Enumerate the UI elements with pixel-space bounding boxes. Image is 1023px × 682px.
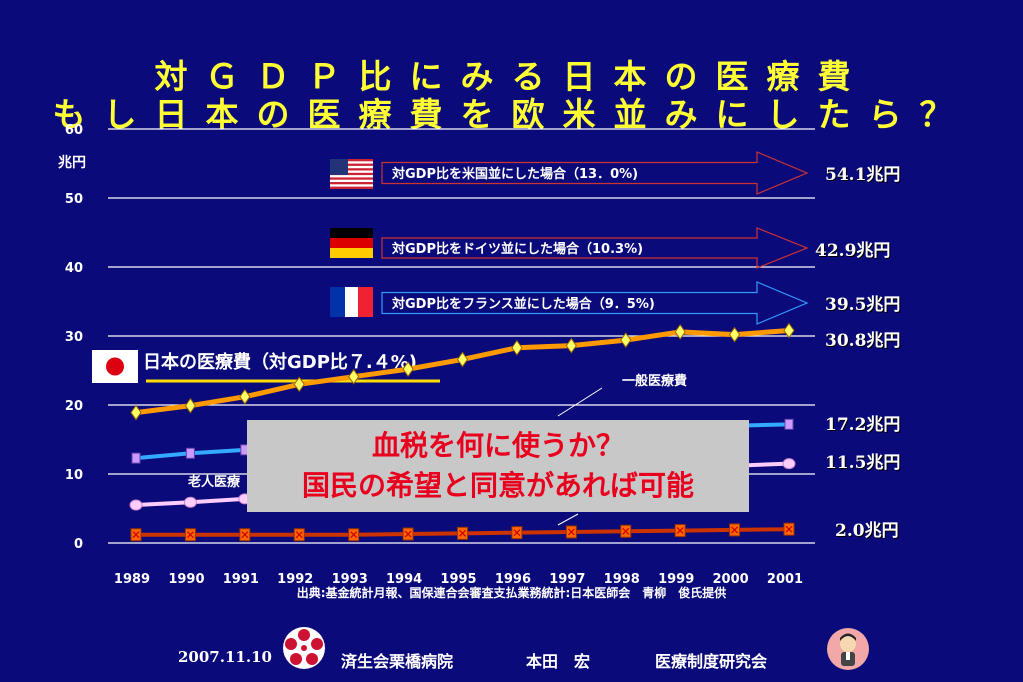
data-point-cross (132, 531, 140, 539)
data-point-cross (567, 528, 575, 536)
callout-line1: 血税を何に使うか？ (371, 429, 624, 462)
x-tick-label: 1993 (332, 572, 368, 587)
data-point (784, 418, 794, 430)
author-avatar (826, 627, 870, 671)
y-tick-label: 10 (65, 468, 83, 483)
data-point-cross (622, 527, 630, 535)
chart-title-line1: 対ＧＤＰ比にみる日本の医療費 (154, 57, 869, 96)
data-point (728, 326, 741, 343)
scenario-label: 対GDP比をフランス並にした場合（9．5%) (391, 296, 655, 312)
callout-line2: 国民の希望と同意があれば可能 (301, 469, 694, 502)
data-point (402, 361, 414, 377)
germany-flag-icon (330, 228, 373, 258)
x-tick-label: 1992 (277, 572, 313, 587)
data-point (456, 351, 469, 368)
data-point-cross (513, 529, 521, 537)
data-point-cross (295, 531, 303, 539)
x-tick-label: 2001 (767, 572, 803, 587)
scenario-france-value: 39.5兆円 (825, 295, 901, 315)
source-note: 出典:基金統計月報、国保連合会審査支払業務統計:日本医師会 青柳 俊氏提供 (296, 586, 727, 600)
data-point-cross (459, 529, 466, 537)
x-tick-label: 2000 (712, 572, 748, 587)
general-series-label: 一般医療費 (622, 373, 687, 389)
data-point (782, 458, 796, 470)
y-tick-label: 50 (65, 192, 83, 207)
footer-org: 医療制度研究会 (655, 652, 768, 671)
x-tick-label: 1997 (549, 572, 585, 587)
scenario-arrow (381, 227, 809, 269)
scenario-us-value: 54.1兆円 (825, 165, 901, 185)
leader-line (557, 513, 579, 526)
japan-flag-icon (92, 350, 138, 383)
x-tick-label: 1991 (223, 572, 259, 587)
data-point (185, 447, 195, 459)
callout-box: 血税を何に使うか？ 国民の希望と同意があれば可能 (247, 420, 749, 512)
footer-date: 2007.11.10 (178, 648, 272, 666)
x-tick-label: 1996 (495, 572, 531, 587)
scenario-arrow (381, 151, 809, 195)
end-label-bottom: 2.0兆円 (835, 521, 899, 541)
end-label-general: 17.2兆円 (825, 415, 901, 435)
y-tick-label: 60 (65, 123, 83, 138)
data-point (130, 404, 142, 421)
data-point (565, 337, 577, 354)
france-flag-icon (330, 287, 373, 317)
scenario-germany-value: 42.9兆円 (815, 241, 891, 261)
y-tick-label: 30 (65, 330, 83, 345)
footer-hospital: 済生会栗橋病院 (341, 652, 454, 671)
data-point-cross (731, 526, 739, 534)
data-point (183, 496, 197, 508)
data-point (129, 499, 143, 511)
data-point (620, 332, 632, 349)
data-point (348, 368, 360, 385)
japan-series-label: 日本の医療費（対GDP比７.４%) (143, 351, 417, 373)
data-point (783, 322, 795, 339)
data-point-cross (350, 531, 358, 539)
x-tick-label: 1999 (658, 572, 694, 587)
data-point (293, 376, 305, 393)
y-axis-unit: 兆円 (58, 155, 86, 171)
scenario-label: 対GDP比をドイツ並にした場合（10.3%) (391, 241, 643, 257)
data-point (239, 388, 251, 405)
data-point (184, 397, 197, 414)
data-point (131, 452, 141, 464)
x-tick-label: 1989 (114, 572, 150, 587)
y-tick-label: 0 (74, 537, 83, 552)
data-point-cross (785, 525, 793, 533)
x-tick-label: 1998 (604, 572, 640, 587)
end-label-elderly: 11.5兆円 (825, 453, 901, 473)
data-point (674, 323, 686, 340)
y-tick-label: 20 (65, 399, 83, 414)
elderly-series-label: 老人医療 (187, 474, 241, 490)
leader-line (557, 387, 603, 417)
scenario-label: 対GDP比を米国並にした場合（13．0%) (391, 166, 638, 182)
x-tick-label: 1990 (168, 572, 204, 587)
end-label-japan: 30.8兆円 (825, 331, 901, 351)
us-flag-icon (330, 159, 373, 189)
chart-title-line2: もし日本の医療費を欧米並みにしたら？ (52, 95, 971, 134)
y-tick-label: 40 (65, 261, 83, 276)
data-point (511, 339, 523, 356)
data-point-cross (241, 531, 249, 539)
footer-author: 本田 宏 (526, 652, 591, 671)
data-point-cross (676, 527, 684, 535)
x-tick-label: 1994 (386, 572, 422, 587)
data-point-cross (186, 531, 194, 539)
hospital-logo-icon (282, 626, 326, 670)
x-tick-label: 1995 (440, 572, 476, 587)
scenario-arrow (381, 281, 809, 325)
data-point-cross (404, 530, 412, 538)
